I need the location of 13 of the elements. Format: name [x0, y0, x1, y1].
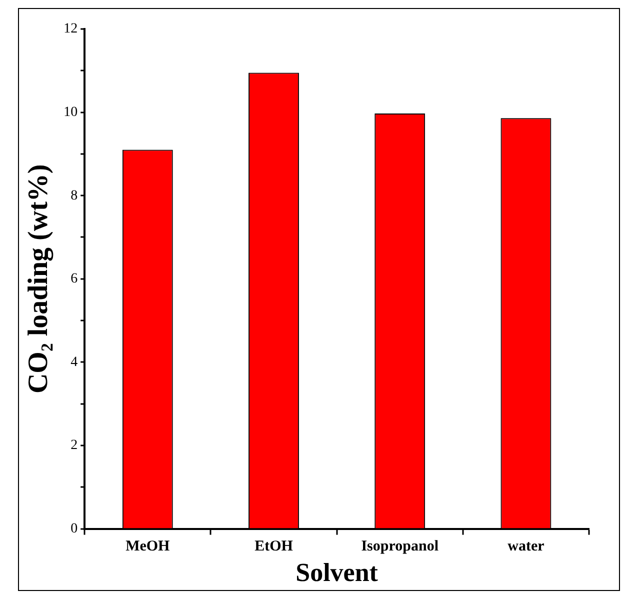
x-tick-label: EtOH: [254, 538, 294, 555]
x-tick-label: Isopropanol: [361, 538, 438, 555]
x-tick-label: water: [508, 538, 545, 555]
y-tick-label: 12: [64, 22, 78, 37]
x-tick-label: MeOH: [126, 538, 170, 555]
y-tick-label: 2: [70, 438, 78, 454]
y-tick-label: 0: [70, 521, 78, 536]
y-tick-label: 8: [70, 188, 78, 204]
y-tick-label: 4: [70, 354, 78, 370]
y-tick-label: 10: [64, 104, 78, 120]
y-tick-label: 6: [70, 272, 78, 287]
y-axis-title: CO₂ loading (wt%): [23, 164, 54, 394]
x-axis-title: Solvent: [296, 558, 378, 588]
